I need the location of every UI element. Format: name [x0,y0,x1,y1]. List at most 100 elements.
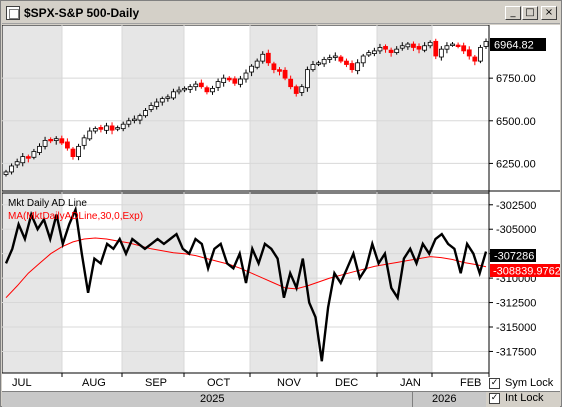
up-candle [104,125,109,131]
down-candle [338,56,344,62]
down-candle [472,56,478,62]
month-label-feb: FEB [460,377,481,389]
up-candle [20,156,26,164]
up-candle [399,45,405,49]
price-tick-label: 6750.00 [496,73,536,85]
month-label-sep: SEP [145,377,167,389]
down-candle [48,138,54,142]
price-candles [3,38,489,177]
up-candle [176,89,182,93]
year-bar: 2025 2026 [2,392,486,407]
up-candle [165,96,171,99]
last-price-box [490,38,546,51]
down-candle [383,46,388,50]
ad-tick-label: -312500 [496,298,536,310]
month-label-nov: NOV [277,377,302,389]
last-price-label: 6964.82 [494,40,534,52]
up-candle [14,161,20,166]
up-candle [221,77,227,83]
up-candle [422,45,428,51]
up-candle [9,165,14,173]
down-candle [411,43,416,48]
up-candle [31,151,37,158]
down-candle [461,45,467,52]
down-candle [109,125,115,131]
price-tick-label: 6250.00 [496,158,536,170]
up-candle [42,140,48,147]
up-candle [360,55,366,64]
up-candle [332,55,338,58]
up-candle [243,72,249,80]
up-candle [478,47,483,62]
up-candle [187,86,193,90]
month-label-oct: OCT [207,377,231,389]
down-candle [288,78,294,88]
int-lock-checkbox[interactable]: ✓ [489,393,500,404]
down-candle [232,78,238,84]
chart-canvas[interactable]: 6750.00 6500.00 6250.00 -302500 -305000 -307… [1,24,561,391]
down-candle [64,141,70,149]
footer-bar: 2025 2026 [2,391,560,407]
ma-label: MA(MktDailyADLine,30,0,Exp) [8,211,143,222]
up-candle [254,60,260,68]
down-candle [226,77,232,81]
int-lock-label: Int Lock [505,392,544,404]
up-candle [81,137,87,146]
month-label-aug: AUG [82,377,106,389]
year-label-2025: 2025 [200,393,225,405]
up-candle [193,83,199,88]
sym-lock-checkbox[interactable]: ✓ [489,378,500,389]
month-label-dec: DEC [335,377,358,389]
up-candle [131,118,137,121]
up-candle [115,127,121,130]
up-candle [137,115,143,121]
up-candle [182,87,188,91]
window-menu-icon[interactable] [6,6,20,20]
close-button[interactable]: × [541,6,557,20]
up-candle [427,41,433,47]
title-bar[interactable]: $SPX-S&P 500-Daily _ □ × [2,2,560,24]
window-title: $SPX-S&P 500-Daily [24,6,140,20]
up-candle [366,52,372,56]
down-candle [455,44,461,47]
last-ma-box [490,264,560,277]
up-candle [316,62,321,65]
x-axis-panel [2,373,560,391]
month-label-jul: JUL [12,377,32,389]
up-candle [148,105,154,110]
minimize-button[interactable]: _ [505,6,521,20]
up-candle [159,98,165,103]
gridlines [2,25,489,373]
last-ma-label: -308839.9762 [493,266,560,278]
month-shade [377,25,432,373]
up-candle [143,110,148,117]
up-candle [327,57,333,60]
down-candle [416,46,422,50]
up-candle [321,59,327,65]
down-candle [59,138,65,144]
down-candle [198,82,204,88]
month-shade [122,25,184,373]
up-candle [394,48,400,53]
up-candle [299,86,305,93]
up-candle [37,145,42,153]
ad-line [4,205,488,362]
price-tick-labels: 6750.00 6500.00 6250.00 [489,73,536,170]
ma-line [5,237,487,299]
down-candle [433,40,439,57]
up-candle [76,145,81,158]
maximize-button[interactable]: □ [522,6,538,20]
y-axis-panel [489,25,560,373]
up-candle [377,47,383,52]
down-candle [204,87,210,93]
up-candle [126,120,132,125]
up-candle [304,69,310,89]
down-candle [349,63,355,71]
up-candle [249,65,254,73]
up-candle [210,87,215,93]
up-candle [438,48,444,58]
up-candle [120,123,126,130]
ad-tick-label: -317500 [496,346,536,358]
chart-area: 6750.00 6500.00 6250.00 -302500 -305000 -307… [1,24,561,391]
ad-tick-label: -315000 [496,322,536,334]
